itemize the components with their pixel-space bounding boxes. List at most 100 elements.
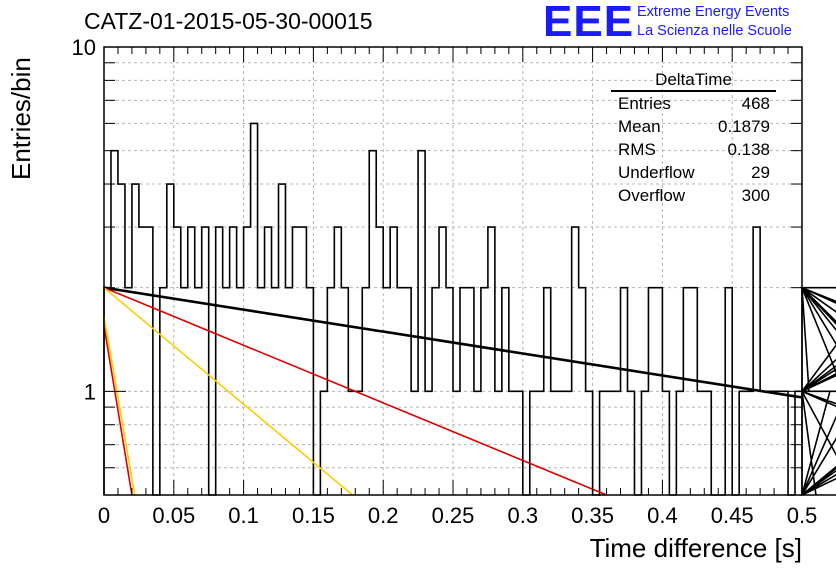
histogram-bin (251, 123, 258, 495)
x-tick-label: 0.45 (711, 503, 754, 528)
histogram-bin (502, 288, 509, 495)
histogram-bin (495, 391, 502, 495)
fit-line-yellow (103, 287, 354, 496)
eee-logo: EEE (543, 0, 635, 46)
fit-curves (103, 286, 803, 496)
histogram-bin (404, 288, 411, 495)
histogram-bin (418, 151, 425, 495)
stats-value: 29 (751, 163, 770, 182)
histogram-bin (258, 288, 265, 495)
stats-value: 300 (741, 186, 770, 205)
histogram-bin (160, 288, 167, 495)
histogram-bin (439, 227, 446, 495)
histogram-bin (334, 227, 341, 495)
histogram-bin (411, 391, 418, 495)
stats-row-underflow: Underflow 29 (611, 161, 776, 184)
histogram-bin (167, 184, 174, 495)
histogram-bin (488, 227, 495, 495)
histogram-bin (369, 151, 376, 495)
histogram-bin (146, 227, 153, 495)
y-tick-label: 10 (72, 35, 96, 60)
histogram-bin (237, 288, 244, 495)
histogram-bin (509, 391, 516, 495)
histogram-bin (516, 391, 523, 495)
histogram-bin (341, 288, 348, 495)
histogram-bin (230, 227, 237, 495)
histogram-bin (111, 151, 118, 495)
histogram-outline (103, 122, 836, 496)
x-tick-label: 0.05 (152, 503, 195, 528)
histogram-bin (586, 391, 593, 495)
stats-label: RMS (618, 140, 656, 159)
fit-line-red (103, 286, 607, 496)
logo-line-2: La Scienza nelle Scuole (637, 23, 792, 39)
histogram-bin (383, 288, 390, 495)
histogram-bin (467, 288, 474, 495)
tick-labels: 0 0.05 0.1 0.15 0.2 0.25 0.3 0.35 0.4 0.45 0.5 1 10 (72, 35, 818, 528)
histogram-bin (292, 227, 299, 495)
histogram-bin (244, 227, 251, 495)
histogram-bin (648, 288, 655, 495)
stats-row-overflow: Overflow 300 (611, 184, 776, 207)
x-tick-label: 0.1 (228, 503, 259, 528)
histogram-bin (216, 227, 223, 495)
histogram-bin (202, 227, 209, 495)
stats-row-entries: Entries 468 (611, 92, 776, 115)
stats-row-rms: RMS 0.138 (611, 138, 776, 161)
stats-label: Mean (618, 117, 661, 136)
histogram-bin (348, 391, 355, 495)
stats-title: DeltaTime (611, 70, 776, 92)
histogram-bin (753, 227, 760, 495)
x-tick-label: 0.4 (647, 503, 678, 528)
stats-value: 0.138 (727, 140, 770, 159)
histogram-bin (446, 288, 453, 495)
x-tick-label: 0.35 (571, 503, 614, 528)
histogram-bin (746, 391, 753, 495)
histogram-bin (355, 391, 362, 495)
x-tick-label: 0.2 (368, 503, 399, 528)
x-tick-label: 0.25 (432, 503, 475, 528)
histogram-bin (579, 288, 586, 495)
x-tick-label: 0.5 (787, 503, 818, 528)
histogram-bin (174, 227, 181, 495)
histogram-bin (432, 288, 439, 495)
histogram-bin (551, 391, 558, 495)
histogram-bin (320, 391, 327, 495)
histogram-bin (544, 288, 551, 495)
histogram-bin (327, 288, 334, 495)
histogram-bin (453, 391, 460, 495)
histogram-bin (181, 288, 188, 495)
histogram-bin (195, 288, 202, 495)
histogram-bin (265, 227, 272, 495)
stats-value: 0.1879 (718, 117, 770, 136)
histogram-bin (558, 391, 565, 495)
histogram-bin (628, 391, 635, 495)
logo-line-1: Extreme Energy Events (637, 4, 790, 20)
histogram (103, 122, 836, 496)
histogram-bin (690, 288, 697, 495)
histogram-bin (530, 391, 537, 495)
x-tick-label: 0.15 (292, 503, 335, 528)
histogram-bin (425, 391, 432, 495)
histogram-bin (362, 288, 369, 495)
histogram-bin (460, 288, 467, 495)
stats-label: Overflow (618, 186, 686, 205)
histogram-bin (662, 391, 669, 495)
histogram-bin (760, 391, 767, 495)
histogram-bin (655, 288, 662, 495)
fit-line-yellow (103, 316, 136, 496)
histogram-bin (704, 391, 711, 495)
histogram-bin (600, 391, 607, 495)
stats-label: Entries (618, 94, 671, 113)
histogram-bin (725, 288, 732, 495)
histogram-bin (376, 227, 383, 495)
histogram-bin (481, 288, 488, 495)
axis-ticks (103, 46, 803, 495)
x-tick-label: 0.3 (508, 503, 539, 528)
x-tick-label: 0 (98, 503, 110, 528)
histogram-bin (397, 288, 404, 495)
histogram-bin (285, 288, 292, 495)
run-title: CATZ-01-2015-05-30-00015 (84, 8, 373, 34)
histogram-bin (279, 184, 286, 495)
